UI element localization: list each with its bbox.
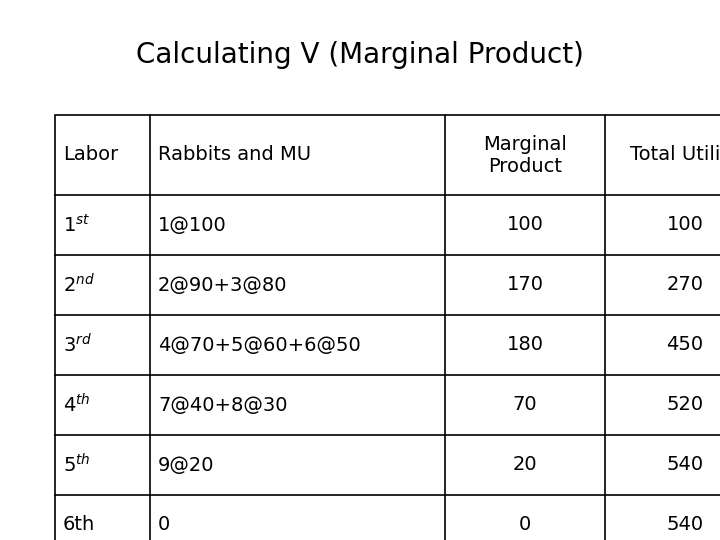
Text: 100: 100 (507, 215, 544, 234)
Text: 2@90+3@80: 2@90+3@80 (158, 275, 287, 294)
Text: 1@100: 1@100 (158, 215, 227, 234)
Text: Marginal
Product: Marginal Product (483, 134, 567, 176)
Text: 520: 520 (667, 395, 703, 415)
Text: 3$^{rd}$: 3$^{rd}$ (63, 333, 92, 356)
Text: Total Utility: Total Utility (630, 145, 720, 165)
Text: 7@40+8@30: 7@40+8@30 (158, 395, 287, 415)
Text: 450: 450 (667, 335, 703, 354)
Text: 6th: 6th (63, 516, 95, 535)
Text: 70: 70 (513, 395, 537, 415)
Bar (55, 115, 720, 540)
Text: Labor: Labor (63, 145, 118, 165)
Text: 4$^{th}$: 4$^{th}$ (63, 394, 91, 416)
Text: 540: 540 (667, 456, 703, 475)
Text: 170: 170 (506, 275, 544, 294)
Text: 100: 100 (667, 215, 703, 234)
Text: 180: 180 (506, 335, 544, 354)
Text: 0: 0 (519, 516, 531, 535)
Text: 270: 270 (667, 275, 703, 294)
Text: 9@20: 9@20 (158, 456, 215, 475)
Text: 20: 20 (513, 456, 537, 475)
Text: Calculating V (Marginal Product): Calculating V (Marginal Product) (136, 41, 584, 69)
Text: 5$^{th}$: 5$^{th}$ (63, 454, 91, 477)
Text: 1$^{st}$: 1$^{st}$ (63, 214, 91, 236)
Text: 0: 0 (158, 516, 170, 535)
Text: 2$^{nd}$: 2$^{nd}$ (63, 273, 95, 296)
Text: 540: 540 (667, 516, 703, 535)
Text: Rabbits and MU: Rabbits and MU (158, 145, 311, 165)
Text: 4@70+5@60+6@50: 4@70+5@60+6@50 (158, 335, 361, 354)
